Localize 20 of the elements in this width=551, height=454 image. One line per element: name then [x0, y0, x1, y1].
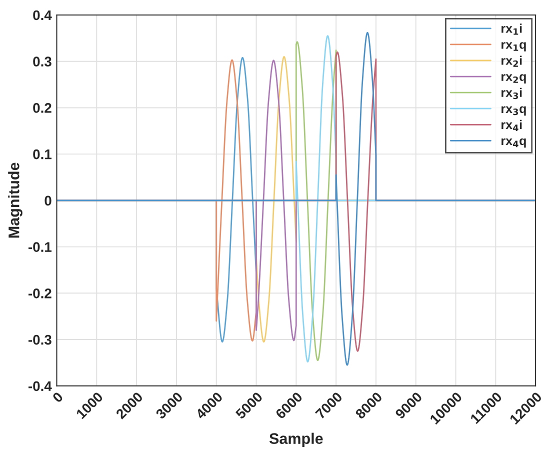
legend-label: rx$_{2}$i [502, 56, 522, 67]
y-tick-label: -0.3 [28, 334, 52, 345]
y-tick-label: -0.1 [28, 242, 52, 252]
y-tick-label: -0.4 [28, 381, 52, 392]
y-tick-label: 0.1 [33, 149, 52, 160]
y-axis-title: Magnitude [8, 162, 22, 238]
legend-label: rx$_{3}$q [502, 106, 526, 116]
legend-label: rx$_{4}$q [502, 138, 526, 148]
x-tick-label: 0 [52, 391, 64, 404]
y-tick-label: 0.3 [33, 56, 52, 67]
legend-label: rx$_{3}$i [502, 88, 522, 100]
legend-label: rx$_{2}$q [502, 74, 526, 84]
x-axis-title: Sample [269, 432, 323, 448]
y-tick-label: 0.4 [33, 10, 52, 20]
y-tick-label: 0 [44, 196, 52, 206]
y-tick-label: 0.2 [33, 103, 52, 113]
legend-label: rx$_{4}$i [502, 120, 522, 132]
y-tick-label: -0.2 [28, 288, 52, 298]
legend-label: rx$_{1}$q [502, 42, 526, 52]
legend-label: rx$_{1}$i [502, 24, 522, 35]
